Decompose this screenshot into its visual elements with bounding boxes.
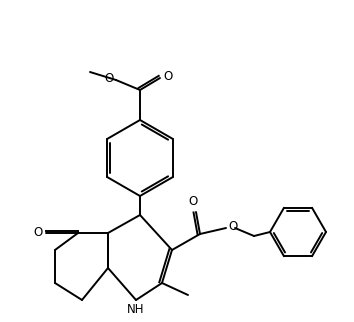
- Text: NH: NH: [127, 303, 145, 316]
- Text: O: O: [163, 70, 172, 82]
- Text: O: O: [188, 195, 198, 208]
- Text: O: O: [228, 220, 237, 232]
- Text: O: O: [105, 71, 114, 84]
- Text: O: O: [34, 226, 43, 240]
